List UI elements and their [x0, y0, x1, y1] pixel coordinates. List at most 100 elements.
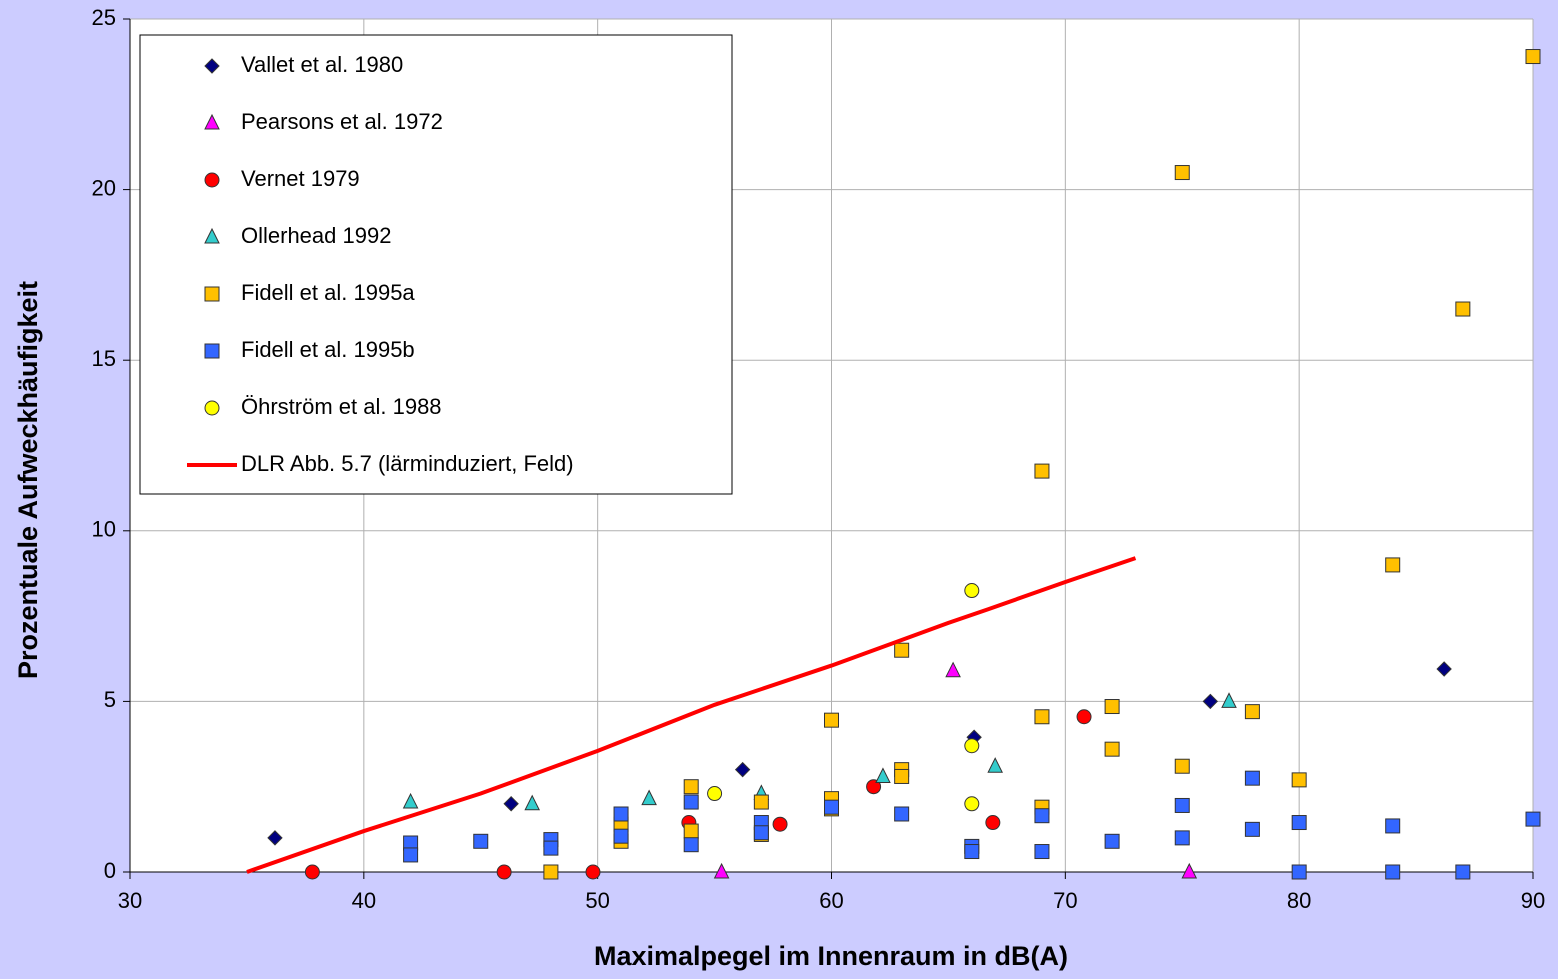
point — [1174, 830, 1190, 846]
x-tick-label: 60 — [819, 888, 843, 913]
point — [894, 642, 910, 658]
point — [985, 815, 1001, 831]
point — [1244, 770, 1260, 786]
y-tick-label: 5 — [104, 687, 116, 712]
legend-marker — [204, 343, 220, 359]
point — [1291, 815, 1307, 831]
point — [304, 864, 320, 880]
legend-label: Ollerhead 1992 — [241, 223, 391, 248]
legend-label: Fidell et al. 1995b — [241, 337, 415, 362]
point — [613, 828, 629, 844]
point — [1104, 699, 1120, 715]
point — [866, 779, 882, 795]
point — [503, 796, 519, 812]
point — [1455, 864, 1471, 880]
y-tick-label: 25 — [92, 5, 116, 30]
point — [894, 806, 910, 822]
y-axis-title: Prozentuale Aufweckhäufigkeit — [13, 281, 43, 679]
point — [1385, 864, 1401, 880]
line — [246, 556, 1137, 874]
point — [1034, 844, 1050, 860]
point — [683, 837, 699, 853]
point — [1034, 808, 1050, 824]
legend-marker — [204, 58, 220, 74]
point — [1385, 557, 1401, 573]
point — [543, 840, 559, 856]
point — [543, 864, 559, 880]
legend-label: Vernet 1979 — [241, 166, 360, 191]
legend-marker — [204, 113, 220, 130]
legend-box — [139, 34, 733, 495]
point — [613, 806, 629, 822]
legend-marker — [204, 172, 220, 188]
point — [1034, 463, 1050, 479]
point — [683, 794, 699, 810]
point — [734, 761, 751, 778]
point — [1455, 301, 1471, 317]
x-tick-label: 50 — [585, 888, 609, 913]
x-tick-label: 30 — [118, 888, 142, 913]
point — [641, 789, 657, 806]
point — [683, 823, 699, 839]
point — [987, 757, 1003, 773]
point — [707, 786, 723, 802]
x-tick-label: 40 — [352, 888, 376, 913]
legend-label: Vallet et al. 1980 — [241, 52, 403, 77]
point — [1244, 704, 1260, 720]
x-tick-label: 80 — [1287, 888, 1311, 913]
point — [1174, 758, 1190, 774]
point — [875, 767, 891, 783]
point — [964, 844, 980, 860]
legend-label: Pearsons et al. 1972 — [241, 109, 443, 134]
x-axis-title: Maximalpegel im Innenraum in dB(A) — [594, 941, 1068, 971]
point — [402, 792, 419, 809]
point — [585, 864, 601, 880]
point — [1385, 818, 1401, 834]
point — [1104, 833, 1120, 849]
x-tick-label: 90 — [1521, 888, 1545, 913]
point — [1436, 661, 1452, 677]
point — [1076, 709, 1092, 725]
point — [1291, 772, 1307, 788]
y-tick-label: 10 — [92, 517, 116, 542]
point — [1244, 821, 1260, 837]
legend-label: Fidell et al. 1995a — [241, 280, 415, 305]
legend-label: Öhrström et al. 1988 — [241, 394, 442, 419]
point — [1174, 797, 1190, 813]
point — [824, 799, 839, 815]
point — [772, 816, 788, 832]
point — [1525, 49, 1541, 65]
point — [753, 794, 769, 810]
legend-marker — [204, 286, 220, 302]
legend-label: DLR Abb. 5.7 (lärminduziert, Feld) — [241, 451, 574, 476]
point — [713, 862, 730, 879]
point — [964, 796, 980, 812]
point — [524, 794, 541, 811]
legend-marker — [204, 400, 220, 416]
point — [1202, 693, 1219, 710]
y-tick-label: 15 — [92, 346, 116, 371]
x-tick-label: 70 — [1053, 888, 1077, 913]
y-tick-label: 0 — [104, 858, 116, 883]
point — [964, 738, 980, 754]
point — [945, 661, 961, 678]
point — [1034, 709, 1050, 725]
legend-marker — [204, 227, 220, 244]
point — [267, 830, 283, 846]
point — [683, 779, 699, 795]
point — [473, 833, 489, 849]
point — [1181, 862, 1198, 879]
point — [753, 825, 769, 841]
point — [403, 847, 419, 863]
point — [824, 712, 839, 728]
y-tick-label: 20 — [92, 175, 116, 200]
point — [1525, 811, 1541, 827]
point — [1291, 864, 1307, 880]
point — [1174, 165, 1190, 181]
point — [964, 583, 980, 599]
point — [1104, 741, 1120, 757]
point — [1221, 692, 1237, 708]
point — [894, 768, 910, 784]
point — [496, 864, 512, 880]
